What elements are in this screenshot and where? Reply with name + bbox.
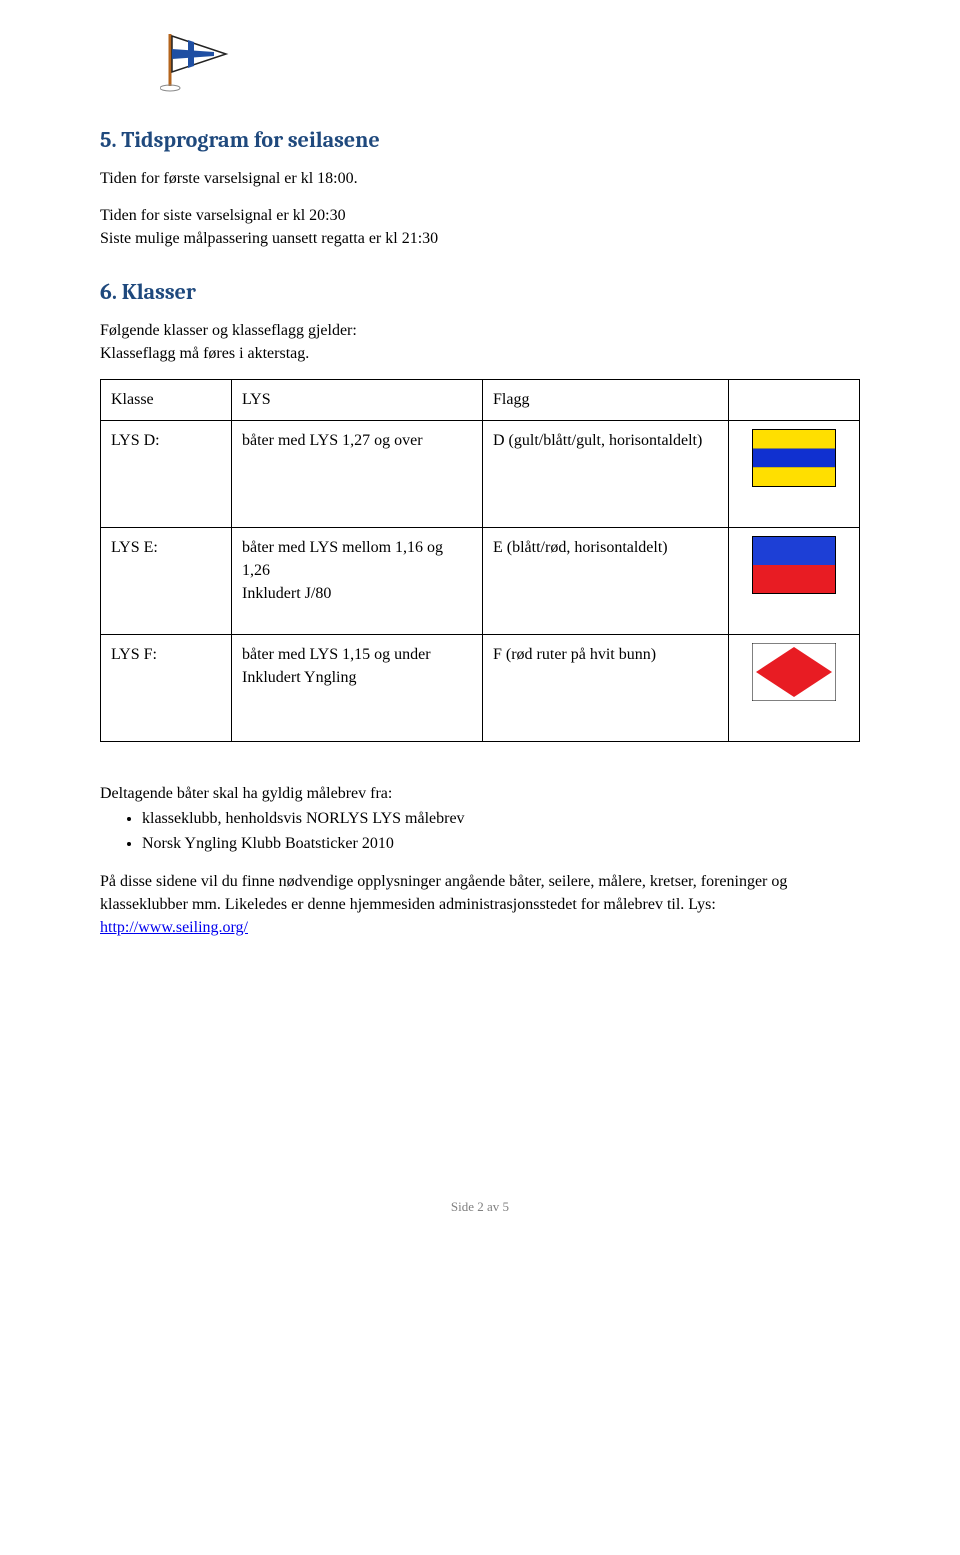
- header-logo: [160, 30, 860, 97]
- section6-intro1: Følgende klasser og klasseflagg gjelder:: [100, 319, 860, 342]
- page-footer: Side 2 av 5: [100, 1199, 860, 1215]
- info-text: På disse sidene vil du finne nødvendige …: [100, 873, 787, 913]
- info-paragraph: På disse sidene vil du finne nødvendige …: [100, 870, 860, 940]
- table-row: LYS D: båter med LYS 1,27 og over D (gul…: [101, 420, 860, 527]
- flag-e-icon: [729, 527, 860, 634]
- list-item: Norsk Yngling Klubb Boatsticker 2010: [142, 832, 860, 855]
- klasser-table: Klasse LYS Flagg LYS D: båter med LYS 1,…: [100, 379, 860, 742]
- cell-flagg: E (blått/rød, horisontaldelt): [483, 527, 729, 634]
- table-row: LYS F: båter med LYS 1,15 og under Inklu…: [101, 634, 860, 741]
- seiling-link[interactable]: http://www.seiling.org/: [100, 919, 248, 936]
- section5-line2: Tiden for siste varselsignal er kl 20:30: [100, 204, 860, 227]
- cell-lys: båter med LYS mellom 1,16 og 1,26 Inklud…: [232, 527, 483, 634]
- section-5-heading: 5. Tidsprogram for seilasene: [100, 127, 860, 153]
- section5-line3: Siste mulige målpassering uansett regatt…: [100, 227, 860, 250]
- th-flagg: Flagg: [483, 379, 729, 420]
- cell-klasse: LYS E:: [101, 527, 232, 634]
- cell-flagg: F (rød ruter på hvit bunn): [483, 634, 729, 741]
- cell-klasse: LYS D:: [101, 420, 232, 527]
- cell-lys: båter med LYS 1,15 og under Inkludert Yn…: [232, 634, 483, 741]
- section-6-heading: 6. Klasser: [100, 279, 860, 305]
- th-klasse: Klasse: [101, 379, 232, 420]
- deltagende-list: klasseklubb, henholdsvis NORLYS LYS måle…: [100, 807, 860, 855]
- list-item: klasseklubb, henholdsvis NORLYS LYS måle…: [142, 807, 860, 830]
- section5-line1: Tiden for første varselsignal er kl 18:0…: [100, 167, 860, 190]
- flag-d-icon: [729, 420, 860, 527]
- th-flag-icon: [729, 379, 860, 420]
- table-header-row: Klasse LYS Flagg: [101, 379, 860, 420]
- deltagende-lead: Deltagende båter skal ha gyldig målebrev…: [100, 782, 860, 805]
- flag-f-icon: [729, 634, 860, 741]
- table-row: LYS E: båter med LYS mellom 1,16 og 1,26…: [101, 527, 860, 634]
- th-lys: LYS: [232, 379, 483, 420]
- cell-lys: båter med LYS 1,27 og over: [232, 420, 483, 527]
- cell-klasse: LYS F:: [101, 634, 232, 741]
- cell-flagg: D (gult/blått/gult, horisontaldelt): [483, 420, 729, 527]
- section6-intro2: Klasseflagg må føres i akterstag.: [100, 342, 860, 365]
